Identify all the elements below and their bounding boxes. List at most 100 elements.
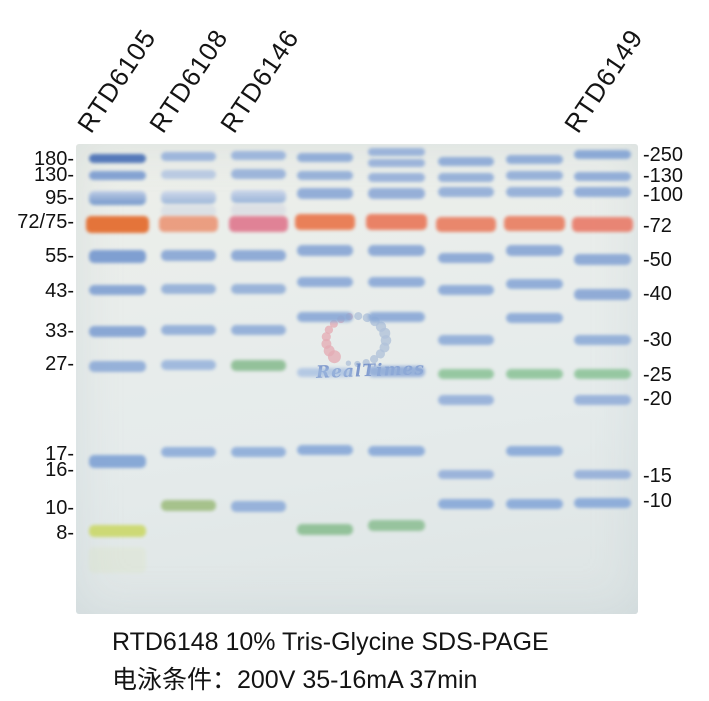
protein-band xyxy=(506,170,563,180)
protein-band xyxy=(161,205,216,217)
protein-band xyxy=(506,279,563,289)
protein-band xyxy=(297,523,353,535)
protein-band xyxy=(159,216,218,232)
mw-marker-right: -100 xyxy=(643,184,684,206)
protein-band xyxy=(297,312,353,322)
mw-marker-left: 16- xyxy=(45,459,74,481)
protein-band xyxy=(504,215,565,231)
mw-marker-left: 17- xyxy=(45,443,74,465)
protein-band xyxy=(506,369,563,379)
protein-band xyxy=(506,499,563,509)
protein-band xyxy=(438,187,494,197)
protein-band xyxy=(368,187,425,199)
protein-band xyxy=(297,277,353,287)
protein-band xyxy=(229,216,288,232)
mw-marker-left: 43- xyxy=(45,280,74,302)
protein-band xyxy=(297,445,353,455)
mw-marker-right: -25 xyxy=(643,364,672,386)
protein-band xyxy=(231,249,286,261)
protein-band xyxy=(574,187,631,197)
protein-band xyxy=(506,446,563,456)
protein-band xyxy=(574,149,631,159)
protein-band xyxy=(574,369,631,379)
protein-band xyxy=(368,519,425,531)
protein-band xyxy=(161,151,216,161)
protein-band xyxy=(161,169,216,179)
protein-band xyxy=(231,189,286,203)
protein-band xyxy=(438,335,494,345)
protein-band xyxy=(89,325,146,337)
protein-band xyxy=(297,152,353,162)
mw-marker-left: 180- xyxy=(33,148,74,170)
protein-band xyxy=(574,498,631,508)
protein-band xyxy=(574,335,631,345)
protein-band xyxy=(231,359,286,371)
mw-marker-left: 55- xyxy=(45,245,74,267)
protein-band xyxy=(89,360,146,372)
protein-band xyxy=(574,395,631,405)
protein-band xyxy=(438,253,494,263)
protein-band xyxy=(161,325,216,335)
protein-band xyxy=(89,547,146,573)
mw-marker-left: 130- xyxy=(33,164,74,186)
mw-marker-right: -50 xyxy=(643,249,672,271)
mw-marker-left: 33- xyxy=(45,320,74,342)
protein-band xyxy=(368,172,425,182)
protein-band xyxy=(297,187,353,199)
protein-band xyxy=(161,499,216,511)
protein-band xyxy=(438,172,494,182)
protein-band xyxy=(438,499,494,509)
protein-band xyxy=(161,249,216,261)
protein-band xyxy=(231,284,286,294)
mw-marker-right: -250 xyxy=(643,144,684,166)
mw-marker-left: 8- xyxy=(56,522,74,544)
mw-marker-left: 95- xyxy=(45,187,74,209)
protein-band xyxy=(436,216,496,232)
mw-marker-right: -30 xyxy=(643,329,672,351)
protein-band xyxy=(89,170,146,180)
protein-band xyxy=(89,191,146,205)
protein-band xyxy=(231,325,286,335)
protein-band xyxy=(297,367,353,377)
protein-band xyxy=(438,285,494,295)
mw-marker-left: 27- xyxy=(45,353,74,375)
protein-band xyxy=(89,525,146,537)
protein-band xyxy=(161,447,216,457)
mw-marker-right: -10 xyxy=(643,490,672,512)
protein-band xyxy=(89,249,146,263)
protein-band xyxy=(86,215,149,233)
caption-line-1: RTD6148 10% Tris-Glycine SDS-PAGE xyxy=(112,628,549,656)
protein-band xyxy=(506,313,563,323)
protein-band xyxy=(438,156,494,166)
protein-band xyxy=(161,190,216,204)
protein-band xyxy=(368,159,425,167)
protein-band xyxy=(368,446,425,456)
protein-band xyxy=(368,312,425,322)
protein-band xyxy=(574,171,631,181)
protein-band xyxy=(368,244,425,256)
protein-band xyxy=(161,360,216,370)
protein-band xyxy=(574,469,631,479)
caption-line-2: 电泳条件：200V 35-16mA 37min xyxy=(112,666,478,694)
protein-band xyxy=(368,148,425,156)
protein-band xyxy=(297,244,353,256)
protein-band xyxy=(231,204,286,216)
protein-band xyxy=(231,150,286,160)
protein-band xyxy=(368,365,425,377)
protein-band xyxy=(89,153,146,163)
protein-band xyxy=(231,500,286,512)
protein-band xyxy=(89,454,146,468)
protein-band xyxy=(438,395,494,405)
protein-band xyxy=(89,285,146,295)
protein-band xyxy=(574,288,631,300)
protein-band xyxy=(506,154,563,164)
mw-marker-right: -15 xyxy=(643,465,672,487)
protein-band xyxy=(231,169,286,179)
protein-band xyxy=(438,369,494,379)
protein-band xyxy=(572,216,633,232)
protein-band xyxy=(297,170,353,180)
protein-band xyxy=(231,447,286,457)
lane-label: RTD6149 xyxy=(558,23,649,139)
protein-band xyxy=(438,469,494,479)
protein-band xyxy=(368,277,425,287)
